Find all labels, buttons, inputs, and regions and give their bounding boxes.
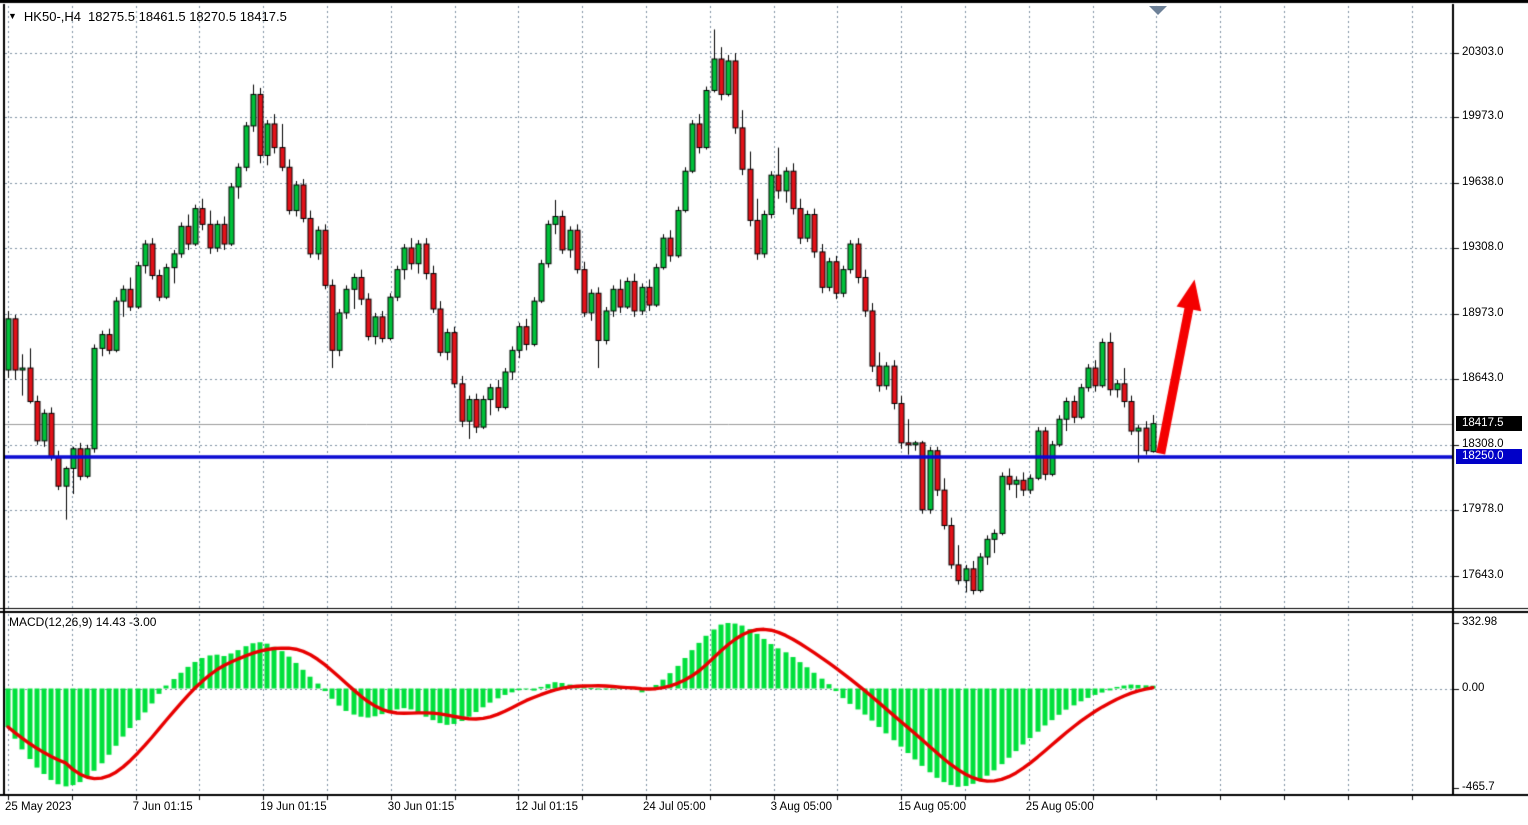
time-axis-label: 12 Jul 01:15 (515, 801, 579, 813)
price-axis-label: 17643.0 (1462, 569, 1504, 582)
time-axis-label: 7 Jun 01:15 (132, 801, 193, 813)
price-axis-label: 19308.0 (1462, 241, 1504, 254)
price-axis-label: 20303.0 (1462, 45, 1504, 58)
time-axis-label: 24 Jul 05:00 (643, 801, 706, 813)
macd-indicator-label: MACD(12,26,9) 14.43 -3.00 (9, 615, 157, 629)
symbol-dropdown-icon[interactable]: ▼ (8, 11, 17, 21)
price-axis-label: 18308.0 (1462, 438, 1504, 451)
price-axis-label: 18973.0 (1462, 307, 1504, 320)
hline-price-label: 18250.0 (1456, 449, 1522, 465)
current-price-label: 18417.5 (1456, 416, 1522, 432)
ohlc-values: 18275.5 18461.5 18270.5 18417.5 (88, 9, 287, 24)
time-axis-label: 15 Aug 05:00 (898, 801, 966, 813)
price-axis-label: 17978.0 (1462, 503, 1504, 516)
macd-axis-label: 332.98 (1462, 616, 1498, 628)
macd-axis-label: 0.00 (1462, 681, 1485, 694)
time-axis-label: 19 Jun 01:15 (260, 801, 327, 813)
time-axis-label: 3 Aug 05:00 (770, 801, 832, 813)
price-axis-label: 18643.0 (1462, 372, 1504, 385)
macd-axis-label: -465.7 (1462, 781, 1495, 794)
scroll-to-end-marker-icon[interactable] (1149, 6, 1167, 15)
time-axis-label: 25 Aug 05:00 (1025, 801, 1094, 813)
price-axis-label: 19973.0 (1462, 110, 1504, 123)
time-axis-label: 25 May 2023 (5, 801, 72, 813)
price-axis-label: 19638.0 (1462, 176, 1504, 189)
symbol-period-label: HK50-,H4 (23, 9, 81, 24)
time-axis-label: 30 Jun 01:15 (387, 801, 455, 813)
chart-title: ▼ HK50-,H4 18275.5 18461.5 18270.5 18417… (8, 9, 287, 24)
